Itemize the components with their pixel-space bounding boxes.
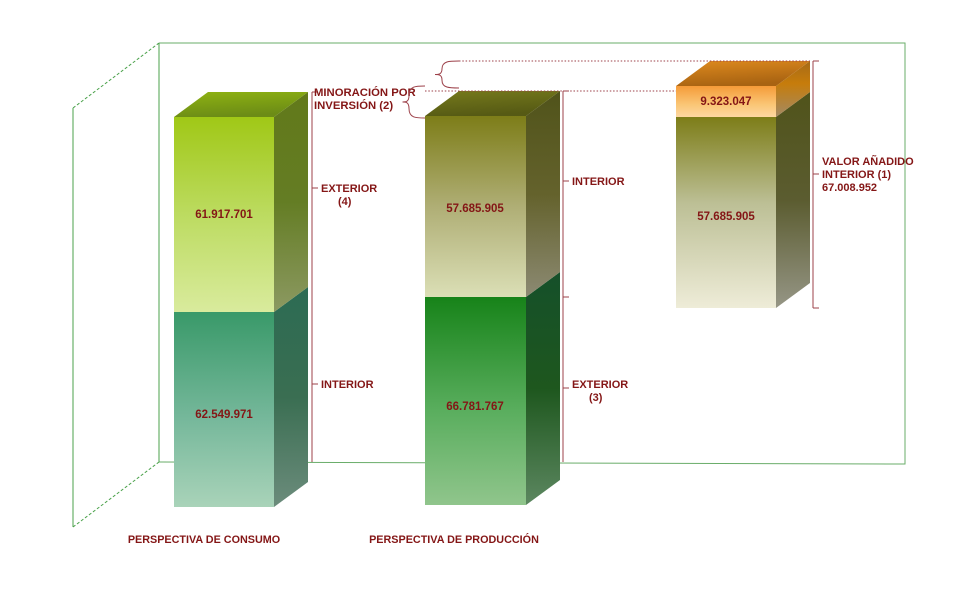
svg-text:66.781.767: 66.781.767 [446, 401, 504, 413]
svg-text:INTERIOR: INTERIOR [321, 379, 374, 391]
svg-text:PERSPECTIVA DE PRODUCCIÓN: PERSPECTIVA DE PRODUCCIÓN [369, 533, 539, 546]
svg-text:57.685.905: 57.685.905 [697, 211, 755, 223]
svg-text:62.549.971: 62.549.971 [195, 409, 253, 421]
svg-text:PERSPECTIVA DE CONSUMO: PERSPECTIVA DE CONSUMO [128, 534, 280, 546]
svg-text:INTERIOR: INTERIOR [572, 176, 625, 188]
svg-text:EXTERIOR: EXTERIOR [572, 379, 628, 391]
svg-text:57.685.905: 57.685.905 [446, 203, 504, 215]
svg-text:61.917.701: 61.917.701 [195, 209, 253, 221]
svg-text:(3): (3) [589, 392, 603, 404]
svg-text:9.323.047: 9.323.047 [700, 96, 751, 108]
svg-text:(4): (4) [338, 196, 352, 208]
svg-text:EXTERIOR: EXTERIOR [321, 183, 377, 195]
svg-text:67.008.952: 67.008.952 [822, 182, 877, 194]
svg-text:INTERIOR (1): INTERIOR (1) [822, 169, 891, 181]
svg-text:VALOR AÑADIDO: VALOR AÑADIDO [822, 155, 914, 168]
svg-text:INVERSIÓN (2): INVERSIÓN (2) [314, 99, 393, 112]
svg-text:MINORACIÓN POR: MINORACIÓN POR [314, 86, 416, 99]
